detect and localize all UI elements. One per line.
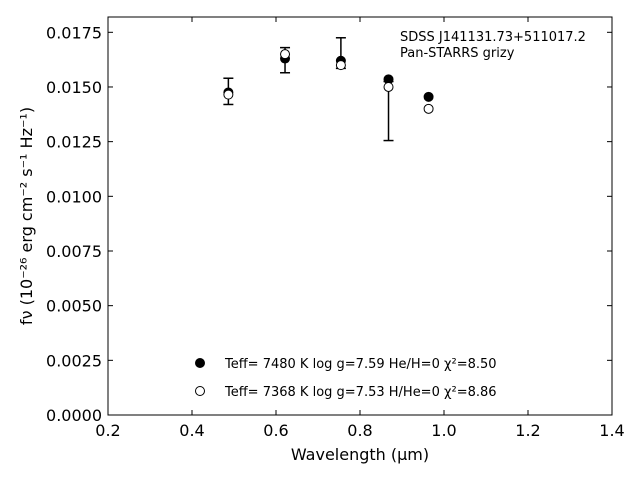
x-axis-title: Wavelength (μm) [291,445,429,464]
legend: Teff= 7480 K log g=7.59 He/H=0 χ²=8.50 T… [195,357,497,400]
x-tick-label: 0.2 [95,421,120,440]
data-points [223,49,434,114]
x-tick-label: 1.0 [431,421,456,440]
model-point-open [335,60,346,71]
y-tick-label: 0.0000 [46,406,102,425]
model-point-open [280,49,291,60]
legend-marker-open [195,386,205,396]
y-tick-label: 0.0075 [46,242,102,261]
annotation-photometry: Pan-STARRS grizy [400,46,515,61]
y-axis-title: fν (10⁻²⁶ erg cm⁻² s⁻¹ Hz⁻¹) [17,107,36,325]
legend-marker-filled [195,358,205,368]
x-tick-label: 0.4 [179,421,204,440]
y-tick-label: 0.0050 [46,297,102,316]
y-tick-label: 0.0150 [46,78,102,97]
y-tick-label: 0.0025 [46,351,102,370]
model-point-open [383,81,394,92]
x-tick-label: 0.6 [263,421,288,440]
legend-label-filled: Teff= 7480 K log g=7.59 He/H=0 χ²=8.50 [224,357,497,372]
plot-frame [107,16,613,416]
x-tick-label: 1.4 [599,421,624,440]
y-tick-label: 0.0175 [46,23,102,42]
annotation-object-name: SDSS J141131.73+511017.2 [400,30,586,45]
y-tick-label: 0.0100 [46,187,102,206]
y-tick-label: 0.0125 [46,133,102,152]
x-tick-label: 0.8 [347,421,372,440]
model-point-open [223,89,234,100]
model-point-open [423,103,434,114]
x-tick-label: 1.2 [515,421,540,440]
axis-ticks: 0.2 0.4 0.6 0.8 1.0 1.2 1.4 0.0000 0.0025 0.0050 0… [46,17,625,440]
error-bars [223,37,394,142]
model-point-filled [423,91,434,102]
legend-label-open: Teff= 7368 K log g=7.53 H/He=0 χ²=8.86 [224,385,497,400]
